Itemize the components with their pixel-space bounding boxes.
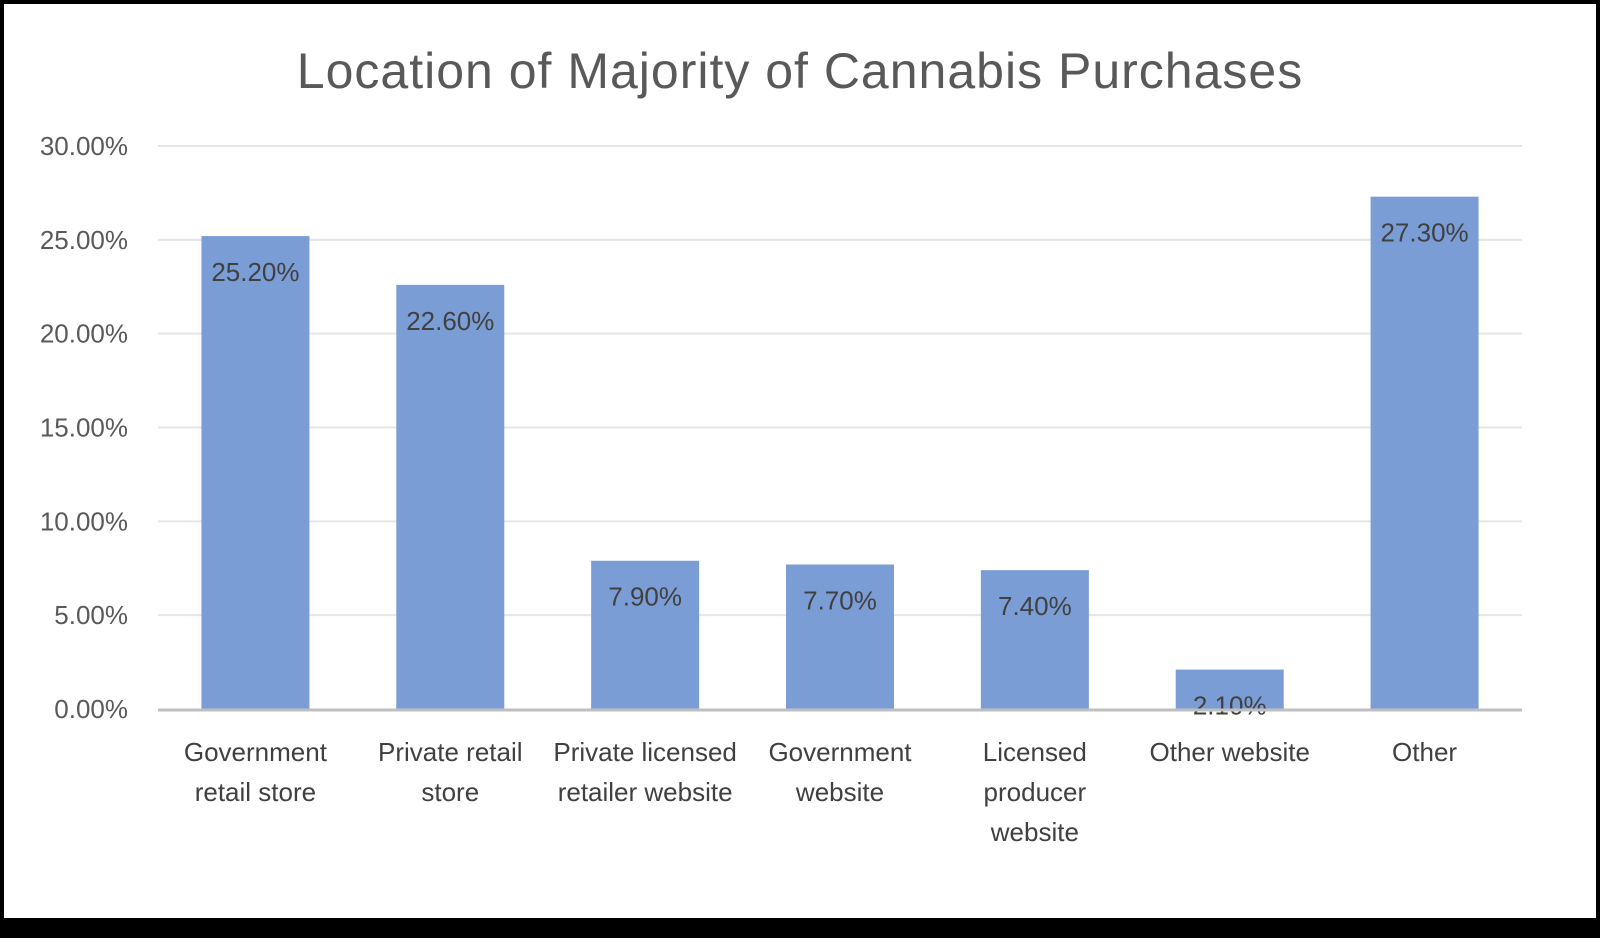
bar [591,560,700,709]
x-tick-label: Other [1392,737,1458,767]
data-label: 27.30% [1380,218,1468,248]
chart-frame: Location of Majority of Cannabis Purchas… [4,4,1596,918]
y-tick-label: 10.00% [40,506,128,536]
chart-title: Location of Majority of Cannabis Purchas… [296,43,1304,99]
bar [980,570,1089,709]
y-tick-label: 15.00% [40,413,128,443]
y-tick-label: 0.00% [54,694,128,724]
y-tick-label: 30.00% [40,131,128,161]
bar [786,564,894,709]
data-label: 7.90% [608,582,682,612]
bar [201,236,310,709]
x-tick-label: Government website [768,737,912,807]
x-tick-label: Private retail store [378,737,523,807]
bar-chart: 0.00% 5.00% 10.00% 15.00% 20.00% 25.00% 30.00%… [40,131,1522,724]
data-label: 7.70% [803,585,877,615]
bar [396,284,505,709]
bar [1370,196,1479,710]
y-tick-label: 20.00% [40,319,128,349]
x-tick-label: Government retail store [183,737,327,807]
y-tick-label: 5.00% [54,600,128,630]
bar [1175,669,1284,709]
x-tick-label: Other website [1149,737,1310,767]
y-tick-label: 25.00% [40,225,128,255]
x-tick-label: Licensed producer website [982,737,1087,847]
x-tick-label: Private licensed retailer website [553,737,737,807]
data-label: 25.20% [211,257,299,287]
data-label: 22.60% [406,306,494,336]
data-label: 2.10% [1193,691,1267,721]
data-label: 7.40% [998,591,1072,621]
